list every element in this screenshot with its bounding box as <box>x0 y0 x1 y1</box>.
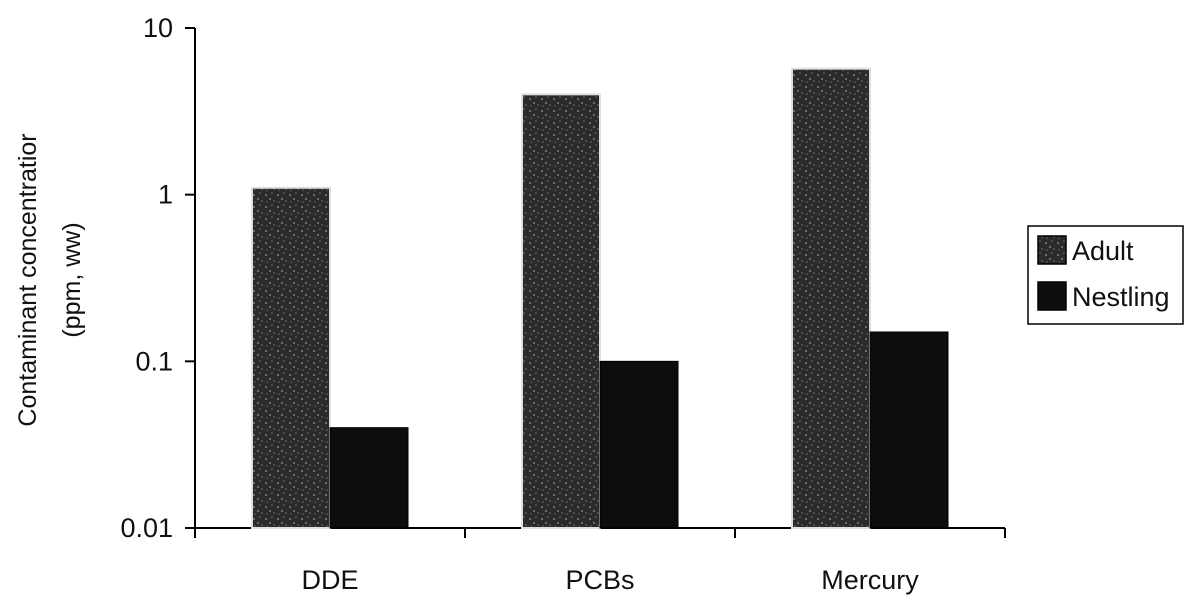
legend: Adult Nestling <box>1027 225 1184 325</box>
y-tick-label: 0.01 <box>120 513 173 543</box>
bar-nestling-mercury <box>869 331 949 529</box>
legend-swatch-nestling <box>1037 281 1067 311</box>
bar-adult-dde <box>251 186 331 529</box>
bars <box>251 67 949 529</box>
x-tick-label: Mercury <box>821 565 919 595</box>
legend-swatch-adult <box>1037 235 1067 265</box>
x-tick-label: DDE <box>301 565 358 595</box>
bar-adult-mercury <box>791 67 871 529</box>
legend-label-nestling: Nestling <box>1072 282 1170 312</box>
bar-nestling-dde <box>329 427 409 529</box>
x-tick-label: PCBs <box>565 565 634 595</box>
tick-labels: 0.01 0.1 1 10 DDE PCBs Mercury <box>120 13 919 595</box>
y-axis-title-line2: (ppm, ww) <box>58 222 86 337</box>
bar-adult-pcbs <box>521 93 601 529</box>
y-tick-label: 10 <box>143 13 173 43</box>
bar-nestling-pcbs <box>599 360 679 529</box>
y-axis-title: Contaminant concentratior (ppm, ww) <box>14 133 86 426</box>
y-tick-label: 1 <box>158 180 173 210</box>
legend-label-adult: Adult <box>1072 236 1134 266</box>
y-axis-title-line1: Contaminant concentratior <box>14 133 42 426</box>
y-tick-label: 0.1 <box>135 346 173 376</box>
